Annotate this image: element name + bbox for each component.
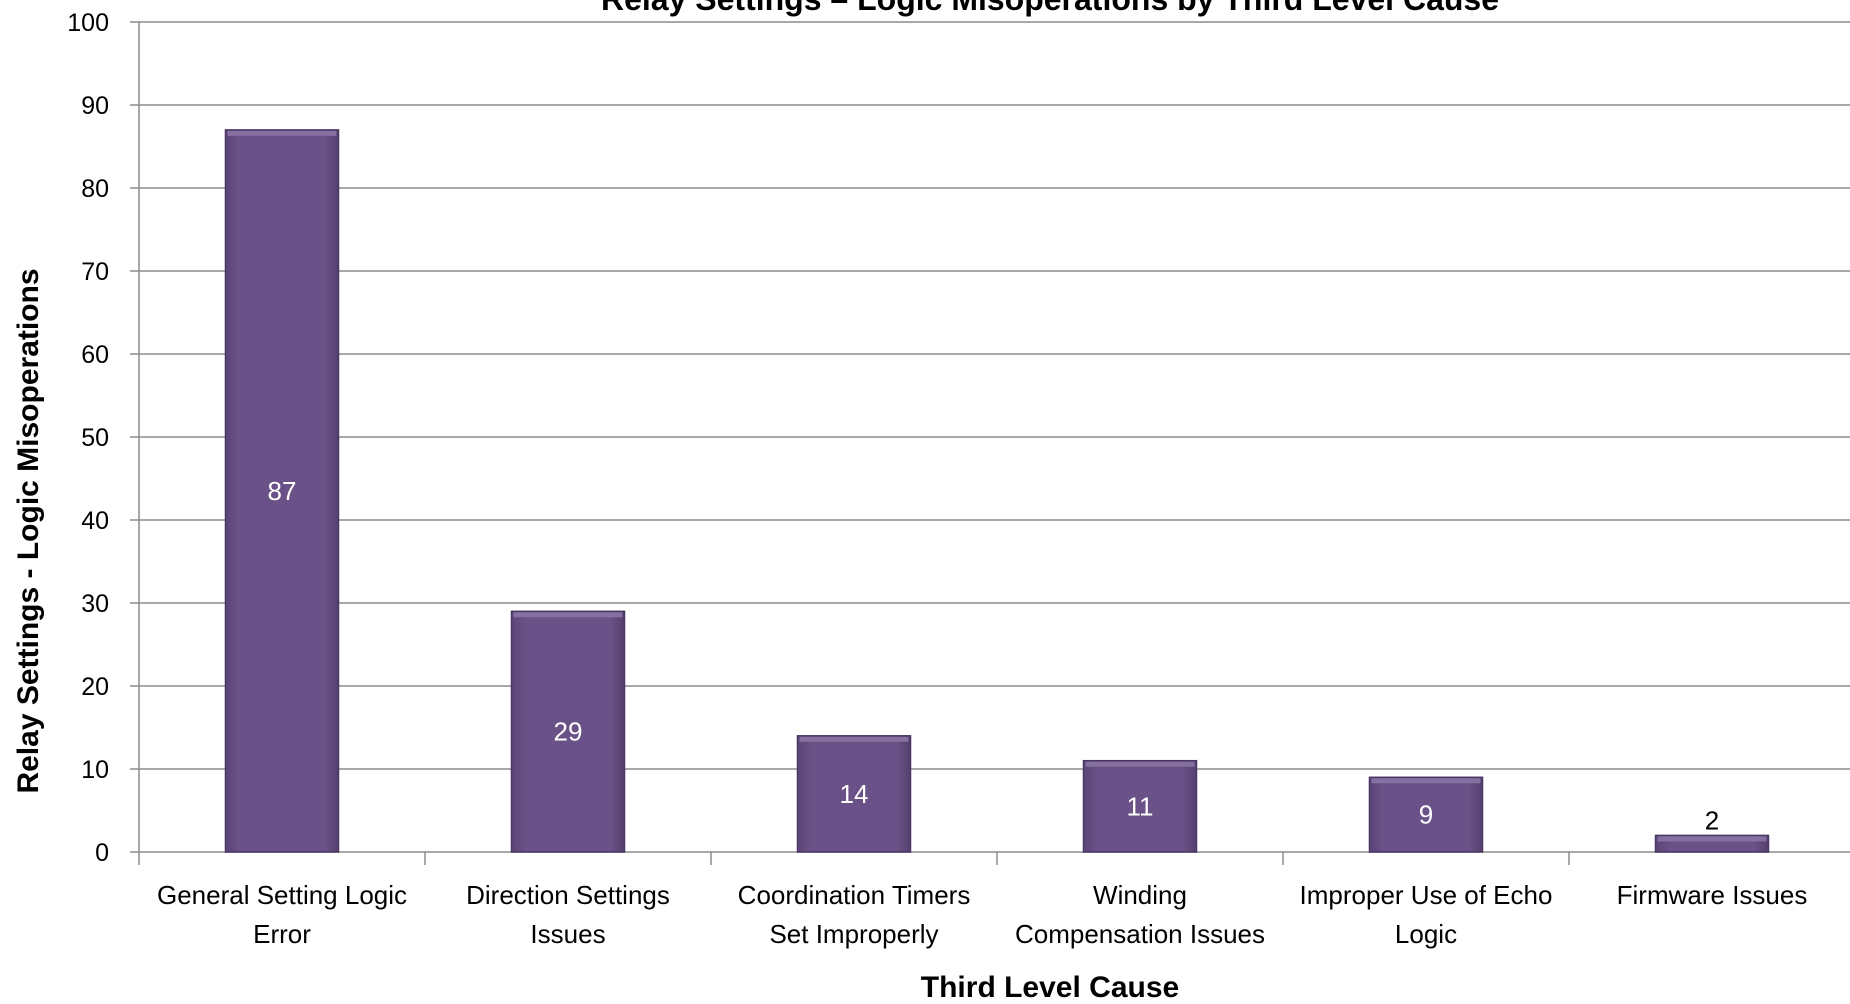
- y-tick-label: 0: [95, 839, 109, 867]
- labels: 0 10 20 30 40 50 60 70 80 90 100 87 General Setting …: [67, 9, 1807, 949]
- category-label: Winding: [1093, 880, 1187, 910]
- y-tick-label: 20: [81, 673, 109, 701]
- gridlines: [139, 21, 1850, 770]
- y-tick-label: 10: [81, 756, 109, 784]
- chart-title: Relay Settings – Logic Misoperations by …: [601, 0, 1499, 17]
- category-label: Set Improperly: [769, 919, 938, 949]
- category-label: Firmware Issues: [1617, 880, 1808, 910]
- bar: [796, 735, 912, 853]
- bar: [510, 610, 626, 853]
- axes: [130, 21, 1850, 865]
- y-tick-label: 40: [81, 507, 109, 535]
- bar-highlight: [799, 736, 909, 742]
- bar-highlight: [1371, 778, 1481, 784]
- data-label: 29: [554, 717, 583, 747]
- category-label: Error: [253, 919, 311, 949]
- bar-highlight: [227, 130, 337, 136]
- y-tick-label: 60: [81, 341, 109, 369]
- bars: [224, 129, 1770, 853]
- bar: [224, 129, 340, 853]
- category-label: General Setting Logic: [157, 880, 407, 910]
- category-label: Improper Use of Echo: [1300, 880, 1553, 910]
- category-label: Direction Settings: [466, 880, 670, 910]
- bar-highlight: [1085, 761, 1195, 767]
- data-label: 2: [1705, 805, 1719, 835]
- y-tick-label: 100: [67, 9, 109, 37]
- data-label: 9: [1419, 800, 1433, 830]
- y-tick-label: 80: [81, 175, 109, 203]
- y-tick-label: 70: [81, 258, 109, 286]
- category-label: Coordination Timers: [738, 880, 971, 910]
- x-axis-title: Third Level Cause: [921, 971, 1179, 1004]
- y-tick-label: 90: [81, 92, 109, 120]
- y-tick-label: 30: [81, 590, 109, 618]
- bar-highlight: [513, 612, 623, 618]
- bar-highlight: [1657, 836, 1767, 842]
- category-label: Logic: [1395, 919, 1457, 949]
- y-axis-title: Relay Settings - Logic Misoperations: [12, 268, 45, 793]
- data-label: 14: [840, 779, 869, 809]
- category-label: Issues: [530, 919, 605, 949]
- category-label: Compensation Issues: [1015, 919, 1265, 949]
- bar: [1082, 759, 1198, 853]
- bar: [1368, 776, 1484, 853]
- data-label: 87: [268, 476, 297, 506]
- data-label: 11: [1127, 791, 1154, 821]
- y-tick-label: 50: [81, 424, 109, 452]
